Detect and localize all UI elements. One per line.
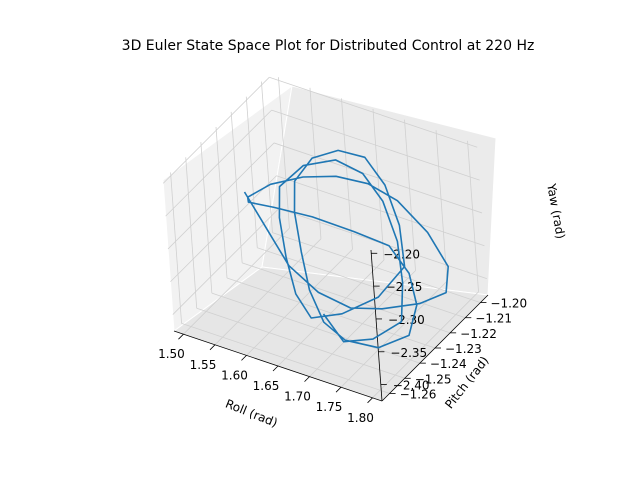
tick-marks [178,252,487,404]
grid-line-x-back [435,130,448,282]
grid-line-y-left [245,96,258,248]
z-tick-label: −2.30 [388,313,425,327]
grid-line-y-left [215,126,228,279]
y-tick-label: −1.26 [400,387,437,401]
grid-line-y-left [185,157,198,309]
x-tick-label: 1.55 [190,358,217,372]
x-tick-mark [304,376,310,382]
x-tick-label: 1.70 [284,390,311,404]
grid-line-z-left [165,109,272,217]
y-tick-label: −1.21 [475,312,512,326]
grid-line-y-floor [242,262,451,334]
x-tick-mark [367,397,373,404]
grid-line-y-floor [257,247,466,319]
y-tick-label: −1.22 [460,327,497,341]
x-tick-mark [178,333,184,340]
grid-line-y-left [200,142,213,294]
x-tick-label: 1.65 [253,379,280,393]
z-tick-label: −2.40 [393,379,430,393]
grid-line-z-left [170,175,277,283]
x-tick-mark [209,344,216,351]
grid-lines [162,76,487,399]
grid-line-y-floor [196,307,405,379]
grid-line-z-left [167,142,275,250]
x-tick-label: 1.80 [347,411,374,425]
grid-line-y-floor [226,277,436,349]
x-tick-mark [272,365,279,372]
grid-line-y-floor [211,292,420,364]
grid-line-z-back [271,109,480,181]
grid-line-z-back [276,175,485,247]
x-tick-label: 1.75 [316,400,343,414]
x-tick-mark [335,386,342,393]
grid-line-x-back [467,140,479,292]
grid-line-z-back [273,142,483,214]
data-series [243,149,450,349]
y-tick-label: −1.23 [445,342,482,356]
grid-line-z-back [269,76,478,148]
grid-line-x-back [278,77,290,229]
y-tick-label: −1.25 [415,372,452,386]
z-tick-label: −2.35 [390,346,427,360]
grid-line-x-back [341,98,353,250]
z-axis-line [370,249,383,402]
x-tick-label: 1.60 [221,368,248,382]
y-tick-label: −1.24 [430,357,467,371]
grid-line-x-back [404,119,416,271]
x-tick-label: 1.50 [158,347,185,361]
series-line [243,149,450,349]
grid-line-x-back [372,108,385,261]
grid-line-y-floor [181,323,390,394]
grid-line-z-left [162,76,270,184]
z-tick-label: −2.20 [383,247,420,261]
y-tick-label: −1.20 [490,297,527,311]
grid-line-y-left [170,172,182,324]
grid-line-y-left [230,111,243,263]
x-tick-mark [241,355,247,361]
grid-line-z-left [172,208,280,315]
chart-title: 3D Euler State Space Plot for Distribute… [122,38,535,54]
